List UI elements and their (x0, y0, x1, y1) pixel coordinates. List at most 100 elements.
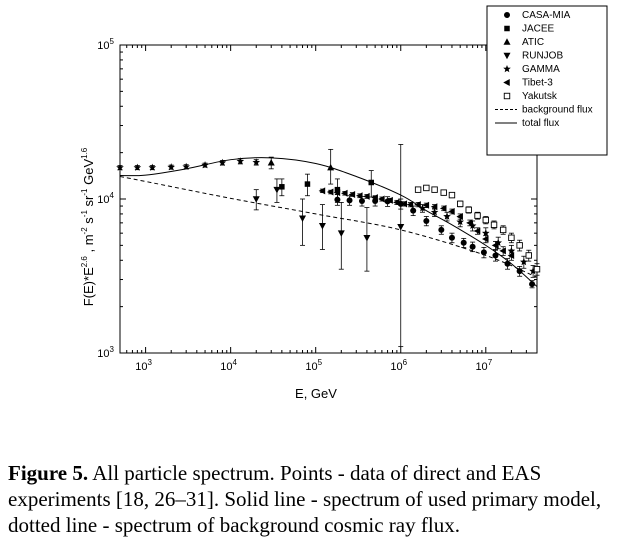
gamma-point (133, 163, 142, 171)
tibet-3-point (363, 192, 370, 200)
gamma-point (481, 229, 490, 237)
legend-marker-tibet-3 (503, 79, 510, 86)
legend-marker-jacee (504, 25, 510, 32)
tibet-3-point (456, 212, 463, 220)
legend-marker-yakutsk (503, 92, 511, 100)
gamma-point (520, 257, 528, 266)
casa-mia-point (469, 243, 476, 250)
figure-caption: Figure 5. All particle spectrum. Points … (8, 460, 623, 538)
legend-marker-gamma (503, 65, 511, 73)
yakutsk-point (431, 186, 438, 193)
atic-point (267, 158, 275, 166)
casa-mia-point (492, 252, 499, 259)
tibet-3-point (393, 198, 400, 206)
y-tick-label: 105 (97, 37, 114, 52)
legend-marker-runjob (503, 52, 511, 60)
yakutsk-point (456, 200, 464, 208)
legend-label-runjob: RUNJOB (522, 51, 563, 62)
x-tick-label: 107 (475, 358, 492, 373)
runjob-point (337, 230, 345, 237)
tibet-3-point (326, 188, 334, 196)
tibet-3-point (482, 235, 489, 243)
jacee-point (304, 181, 311, 187)
legend-marker-casa-mia (504, 12, 510, 18)
tibet-3-point (356, 192, 363, 200)
runjob-point (299, 215, 307, 222)
gamma-point (201, 161, 209, 169)
gamma-point (252, 158, 261, 166)
tibet-3-point (466, 219, 473, 227)
runjob-point (363, 235, 371, 242)
runjob-point (273, 186, 281, 194)
tibet-3-point (406, 201, 414, 209)
gamma-point (456, 217, 464, 226)
yakutsk-point (474, 212, 481, 219)
tibet-3-point (473, 227, 481, 235)
y-axis: 103 104 105 (97, 37, 537, 360)
gamma-point (529, 267, 537, 275)
casa-mia-point (410, 207, 417, 214)
y-tick-label: 104 (97, 191, 114, 206)
tibet-3-point (400, 200, 408, 208)
total-flux-line (119, 157, 538, 287)
tibet-3-point (448, 207, 455, 215)
yakutsk-point (465, 206, 472, 214)
runjob-point (252, 196, 260, 203)
tibet-3-point (318, 187, 326, 195)
tibet-3-point (439, 204, 447, 212)
yakutsk-point (508, 234, 515, 241)
legend-label-yakutsk: Yakutsk (522, 91, 558, 102)
flux-curves (119, 157, 538, 287)
yakutsk-point (448, 191, 456, 199)
gamma-point (167, 163, 176, 171)
casa-mia-point (438, 226, 445, 233)
gamma-point (182, 162, 190, 170)
yakutsk-point (533, 266, 541, 273)
legend-label-casa-mia: CASA-MIA (522, 10, 571, 21)
y-tick-label: 103 (97, 345, 114, 360)
x-axis: 103 104 105 106 107 (119, 45, 538, 373)
jacee-point (279, 184, 285, 190)
x-tick-label: 103 (135, 358, 152, 373)
casa-mia-point (529, 281, 536, 288)
tibet-3-point (430, 203, 438, 211)
runjob-point (318, 223, 326, 230)
yakutsk-point (482, 216, 489, 224)
tibet-3-point (507, 251, 515, 259)
tibet-3-point (386, 196, 393, 204)
casa-mia-point (423, 217, 430, 224)
gamma-point (443, 212, 451, 220)
yakutsk-point (499, 226, 507, 234)
legend-label-background-flux: background flux (522, 105, 593, 116)
gamma-point (218, 158, 227, 166)
runjob-point (397, 224, 405, 231)
tibet-3-point (348, 190, 356, 198)
plot-frame (119, 44, 538, 354)
jacee-point (368, 179, 375, 186)
legend-marker-atic (503, 38, 511, 45)
casa-mia-point (358, 198, 365, 205)
tibet-3-point (371, 194, 378, 202)
x-tick-label: 104 (220, 358, 237, 373)
tibet-3-point (499, 247, 506, 255)
casa-mia-point (460, 239, 467, 246)
yakutsk-point (440, 189, 447, 196)
yakutsk-point (516, 242, 523, 249)
x-tick-label: 105 (305, 358, 322, 373)
jacee-point (334, 186, 341, 193)
tibet-3-point (491, 241, 499, 249)
tibet-3-point (333, 189, 341, 197)
data-points (116, 144, 541, 348)
casa-mia-point (480, 249, 487, 256)
legend-label-tibet-3: Tibet-3 (522, 78, 553, 89)
casa-mia-point (346, 197, 353, 204)
legend: CASA-MIA JACEE ATIC RUNJOB GAMMA Tibet-3 Yakut… (486, 5, 608, 156)
caption-text: All particle spectrum. Points - data of … (8, 461, 602, 537)
caption-label: Figure 5. (8, 461, 89, 485)
gamma-point (418, 204, 427, 212)
yakutsk-point (414, 186, 422, 193)
yakutsk-point (423, 184, 430, 192)
gamma-point (430, 208, 439, 216)
legend-label-gamma: GAMMA (522, 64, 560, 75)
tibet-3-point (378, 195, 385, 203)
